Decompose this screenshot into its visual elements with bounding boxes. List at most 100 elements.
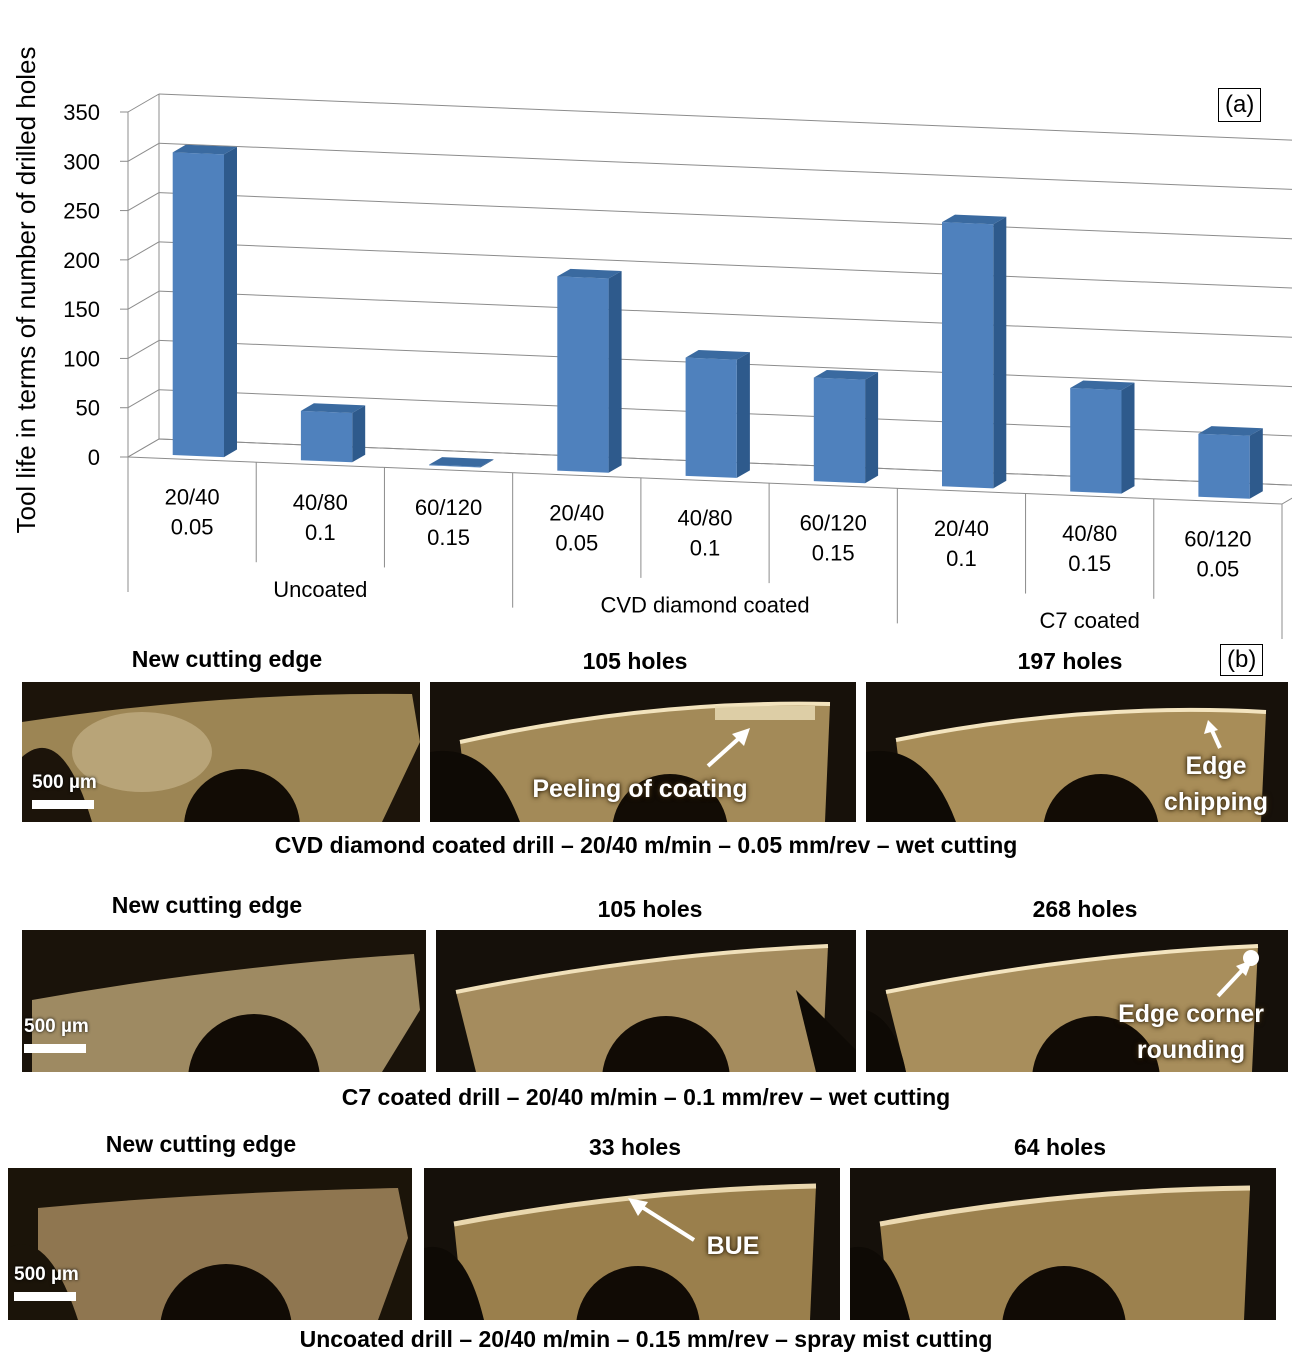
bar-top: [172, 144, 237, 155]
category-label: 0.05: [555, 530, 598, 555]
bar-side: [1249, 428, 1263, 499]
arrow-rounding-icon: [1216, 960, 1252, 998]
group-label: CVD diamond coated: [600, 593, 809, 618]
bar-4: [685, 350, 750, 478]
bar-side: [993, 216, 1007, 489]
scale-bar-row1: 500 µm: [32, 772, 97, 809]
category-label: 0.1: [305, 520, 336, 545]
bar-side: [736, 352, 750, 478]
y-tick-label: 200: [63, 248, 100, 273]
gridline: [158, 290, 1292, 338]
scale-bar-row3: 500 µm: [14, 1264, 79, 1301]
bar-top: [557, 268, 622, 279]
row1-header-right: 197 holes: [1017, 648, 1123, 674]
category-label: 40/80: [293, 490, 348, 515]
arrow-bue-icon: [628, 1198, 696, 1242]
bar-front: [685, 357, 737, 478]
bar-top: [685, 350, 750, 360]
bar-top: [813, 370, 879, 380]
micrograph-c7-105: [436, 930, 856, 1072]
gridline-side: [127, 142, 160, 162]
y-tick-label: 100: [63, 346, 100, 371]
row2-header-mid: 105 holes: [597, 896, 703, 922]
annotation-edge-chipping: Edge chipping: [1163, 752, 1269, 816]
category-label: 60/120: [415, 495, 482, 520]
gridline-side: [127, 290, 160, 310]
gridline: [158, 142, 1292, 190]
gridline-side: [127, 93, 160, 113]
category-label: 20/40: [549, 500, 604, 525]
gridline-side: [127, 389, 160, 409]
category-label: 0.15: [812, 541, 855, 566]
category-label: 60/120: [800, 511, 867, 536]
bar-front: [429, 464, 481, 468]
annotation-peeling: Peeling of coating: [532, 775, 748, 803]
y-tick-label: 250: [63, 199, 100, 224]
bar-top: [942, 214, 1007, 225]
category-label: 20/40: [934, 516, 989, 541]
group-label: Uncoated: [273, 577, 367, 602]
micrograph-uncoated-64: [850, 1168, 1276, 1320]
row3-header-right: 64 holes: [1013, 1134, 1107, 1160]
bar-side: [608, 271, 622, 473]
micrograph-c7-new: [22, 930, 426, 1072]
bar-front: [557, 276, 609, 473]
y-tick-label: 150: [63, 297, 100, 322]
y-tick-label: 50: [76, 396, 100, 421]
category-label: 0.15: [1068, 551, 1111, 576]
category-label: 0.05: [1196, 556, 1239, 581]
caption-uncoated: Uncoated drill – 20/40 m/min – 0.15 mm/r…: [299, 1326, 993, 1352]
category-label: 0.15: [427, 525, 470, 550]
y-axis-label: Tool life in terms of number of drilled …: [11, 46, 41, 533]
gridline: [158, 93, 1292, 141]
arrow-peeling-icon: [706, 728, 750, 768]
caption-c7: C7 coated drill – 20/40 m/min – 0.1 mm/r…: [341, 1084, 951, 1110]
micrograph-cvd-105: [430, 682, 856, 822]
micrograph-cvd-new: [22, 682, 420, 822]
bar-8: [1198, 426, 1263, 499]
gridline: [158, 192, 1292, 240]
bar-front: [1198, 433, 1250, 499]
micrograph-uncoated-33: [424, 1168, 840, 1320]
row2-header-right: 268 holes: [1032, 896, 1138, 922]
bar-2: [429, 457, 494, 468]
category-label: 0.05: [171, 515, 214, 540]
scale-bar-row2: 500 µm: [24, 1016, 89, 1053]
bar-front: [172, 152, 224, 458]
bar-0: [172, 144, 237, 458]
category-label: 60/120: [1184, 526, 1251, 551]
gridline-side: [127, 339, 160, 359]
bar-front: [1070, 388, 1122, 494]
arrow-chipping-icon: [1204, 720, 1222, 749]
bar-top: [300, 403, 366, 413]
panel-a-label: (a): [1218, 88, 1262, 122]
bar-1: [300, 403, 366, 463]
annotation-bue: BUE: [706, 1232, 760, 1260]
bar-side: [224, 146, 237, 458]
bar-5: [813, 370, 879, 484]
y-tick-label: 300: [63, 149, 100, 174]
y-tick-label: 0: [88, 445, 100, 470]
annotation-corner-rounding: Edge corner rounding: [1118, 1000, 1264, 1064]
y-tick-label: 350: [63, 100, 100, 125]
row2-header-new: New cutting edge: [111, 892, 303, 918]
row3-header-mid: 33 holes: [588, 1134, 682, 1160]
panel-b-label: (b): [1220, 644, 1264, 676]
bar-6: [942, 214, 1007, 489]
gridline-side: [127, 241, 160, 261]
gridline-side: [127, 192, 160, 212]
bar-side: [865, 372, 879, 484]
category-label: 40/80: [677, 506, 732, 531]
category-label: 0.1: [690, 536, 721, 561]
gridline-side: [127, 438, 160, 458]
bar-7: [1070, 380, 1135, 494]
bar-front: [813, 377, 866, 484]
gridline: [158, 241, 1292, 289]
bar-side: [352, 405, 366, 463]
group-label: C7 coated: [1040, 608, 1140, 633]
caption-cvd: CVD diamond coated drill – 20/40 m/min –…: [274, 832, 1018, 858]
category-label: 20/40: [165, 485, 220, 510]
micrograph-cvd-197: [866, 682, 1288, 822]
bar-front: [300, 410, 353, 463]
bar-top: [429, 457, 494, 467]
